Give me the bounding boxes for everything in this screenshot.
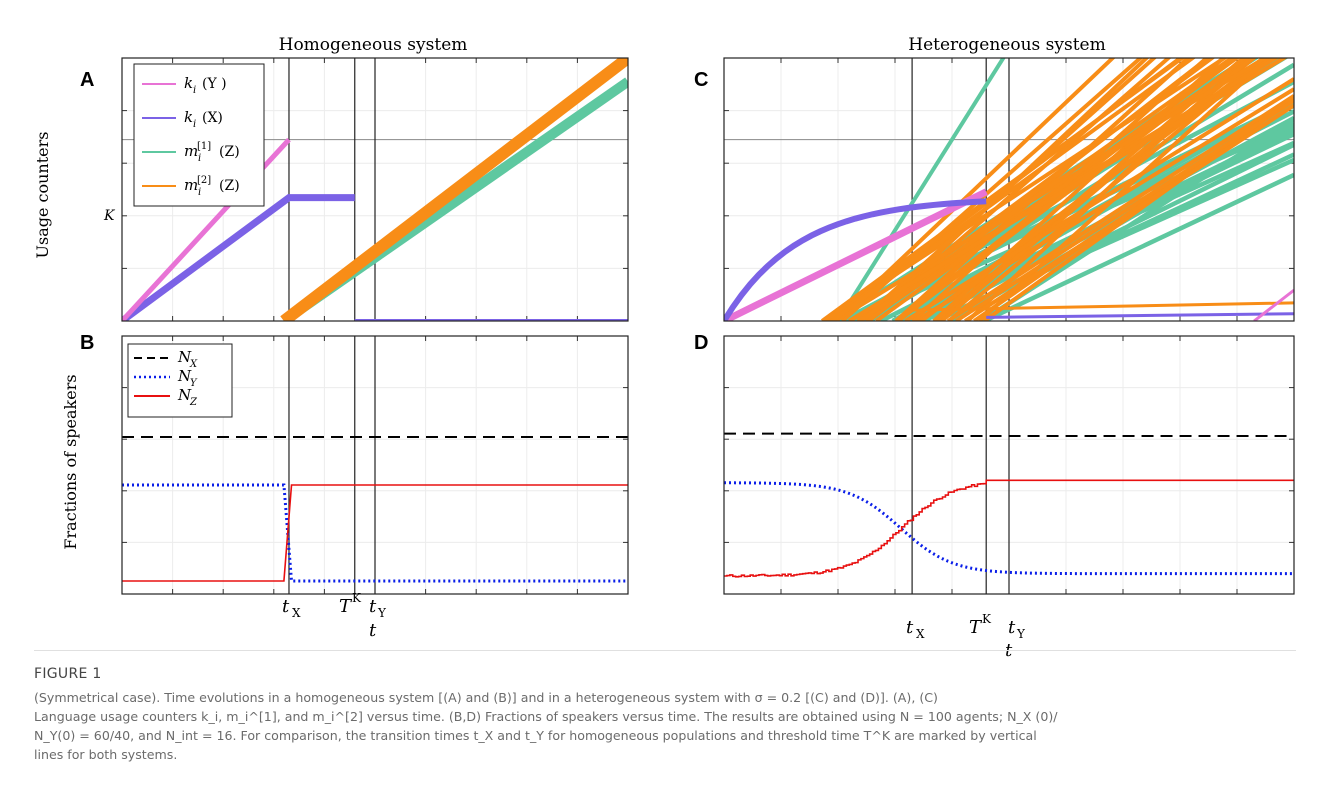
time-marker-labels-right: t X T K t Y t xyxy=(906,612,1026,660)
ty-sub-left: Y xyxy=(377,606,387,620)
series-m2-line xyxy=(830,58,1196,321)
xlabel-left: t xyxy=(369,620,377,641)
legend-sub: X xyxy=(189,359,198,370)
panel-C-frame xyxy=(723,57,1295,322)
series-m2-line xyxy=(834,58,1116,321)
series-n-y xyxy=(723,481,1294,576)
legend-tail: (Z) xyxy=(219,178,240,194)
series-kx xyxy=(724,198,987,321)
series-kx-low xyxy=(986,312,1294,319)
series-m2-line xyxy=(936,58,1247,321)
legend-sup: [1] xyxy=(197,141,211,152)
tx-label-left: t xyxy=(282,596,290,617)
series-m1-outlier xyxy=(836,58,1006,321)
legend-sub: Z xyxy=(189,397,198,408)
figure-label: FIGURE 1 xyxy=(34,666,102,682)
series-m-i--2---z- xyxy=(280,58,628,321)
series-m2-line xyxy=(954,98,1294,321)
figure-canvas: Homogeneous system Heterogeneous system … xyxy=(33,35,1295,660)
ty-label-left: t xyxy=(369,596,377,617)
series-n-z xyxy=(122,484,628,582)
legend-sub: i xyxy=(193,85,196,96)
caption-divider xyxy=(34,650,1296,651)
legend-label: N xyxy=(177,348,192,366)
series-n-x xyxy=(724,432,1294,437)
time-marker-labels-left: t X T K t Y t xyxy=(282,591,387,641)
legend-label: k xyxy=(184,108,193,126)
caption-line-1: (Symmetrical case). Time evolutions in a… xyxy=(34,690,938,705)
legend-label: m xyxy=(184,176,198,194)
series-n-z xyxy=(724,479,1294,578)
panel-letter-B: B xyxy=(80,332,94,354)
ylabel-usage-counters: Usage counters xyxy=(33,132,52,259)
series-m2-line xyxy=(833,58,1269,321)
legend-sub: i xyxy=(198,187,201,198)
figure-caption: FIGURE 1 (Symmetrical case). Time evolut… xyxy=(34,666,1296,764)
ty-sub-right: Y xyxy=(1016,627,1026,641)
series-m2-line xyxy=(848,58,1288,321)
caption-line-3: N_Y(0) = 60/40, and N_int = 16. For comp… xyxy=(34,728,1037,743)
caption-line-4: lines for both systems. xyxy=(34,747,178,762)
series-m2-line xyxy=(904,77,1294,321)
panel-B-frame xyxy=(121,335,629,595)
legend-label: m xyxy=(184,142,198,160)
panel-letter-A: A xyxy=(80,69,94,91)
series-ky-late xyxy=(1253,288,1294,321)
panel-D-frame xyxy=(723,335,1295,595)
tx-sub-left: X xyxy=(292,606,301,620)
panel-title-right: Heterogeneous system xyxy=(908,35,1105,55)
tx-label-right: t xyxy=(906,617,914,638)
legend-sub: i xyxy=(193,119,196,130)
legend-tail: (Y ) xyxy=(202,76,227,92)
legend-sup: [2] xyxy=(197,175,211,186)
legend-box xyxy=(133,63,265,207)
series-ky xyxy=(724,188,988,321)
legend-usage-counters: k i (Y )k i (X)m i[1] (Z)m i[2] (Z) xyxy=(133,63,265,207)
legend-label: N xyxy=(177,367,192,385)
legend-sub: Y xyxy=(190,378,198,389)
series-m2-line xyxy=(820,58,1186,321)
series-m2-line xyxy=(840,58,1144,321)
series-k-i--x- xyxy=(122,194,355,321)
legend-sub: i xyxy=(198,153,201,164)
series-m1-line xyxy=(983,172,1294,321)
ylabel-fractions: Fractions of speakers xyxy=(61,374,80,549)
panel-letter-D: D xyxy=(694,332,708,354)
legend-label: k xyxy=(184,74,193,92)
panel-C-lines xyxy=(724,58,1294,321)
legend-label: N xyxy=(177,386,192,404)
series-m2-flat xyxy=(912,301,1294,312)
legend-tail: (Z) xyxy=(219,144,240,160)
legend-box xyxy=(127,343,233,418)
k-threshold-label: K xyxy=(103,208,116,224)
chart-panel-C xyxy=(723,57,1295,322)
tk-label-right: T xyxy=(969,617,983,638)
series-m2-line xyxy=(966,58,1250,321)
series-m2-line xyxy=(940,58,1255,321)
chart-panel-D xyxy=(723,335,1295,595)
caption-line-2: Language usage counters k_i, m_i^[1], an… xyxy=(34,709,1058,724)
ty-label-right: t xyxy=(1008,617,1016,638)
tk-sup-left: K xyxy=(352,591,362,605)
panel-title-left: Homogeneous system xyxy=(279,35,468,55)
tk-sup-right: K xyxy=(982,612,992,626)
tx-sub-right: X xyxy=(916,627,925,641)
legend-tail: (X) xyxy=(202,110,223,126)
series-m2-line xyxy=(858,58,1157,321)
panel-A-frame xyxy=(121,57,629,322)
series-m2-line xyxy=(963,103,1294,321)
tk-label-left: T xyxy=(339,596,353,617)
panel-letter-C: C xyxy=(694,69,708,91)
